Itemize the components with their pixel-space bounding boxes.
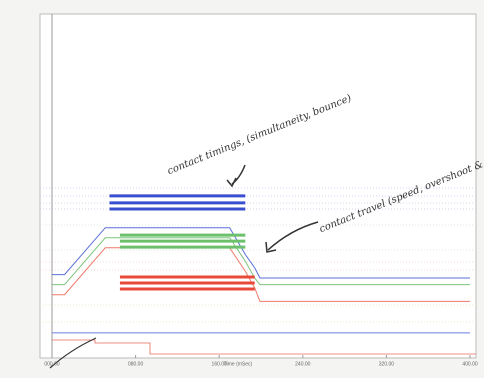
arrow-head (226, 177, 237, 188)
plot-area (39, 13, 477, 359)
series-line (52, 237, 470, 286)
x-tick-label: 240.00 (295, 361, 311, 367)
trace (52, 339, 476, 355)
series-line (52, 227, 470, 279)
x-tick-label: 000.00 (44, 361, 60, 367)
x-tick-label: 320.00 (379, 361, 395, 367)
x-tick-label: 160.00 (212, 361, 228, 367)
x-axis-label: Time (mSec) (224, 361, 253, 367)
arrow (267, 221, 319, 251)
x-tick-label: 080.00 (128, 361, 144, 367)
arrow-head (265, 241, 277, 253)
x-tick-label: 400.00 (462, 361, 478, 367)
arrow (49, 337, 97, 369)
